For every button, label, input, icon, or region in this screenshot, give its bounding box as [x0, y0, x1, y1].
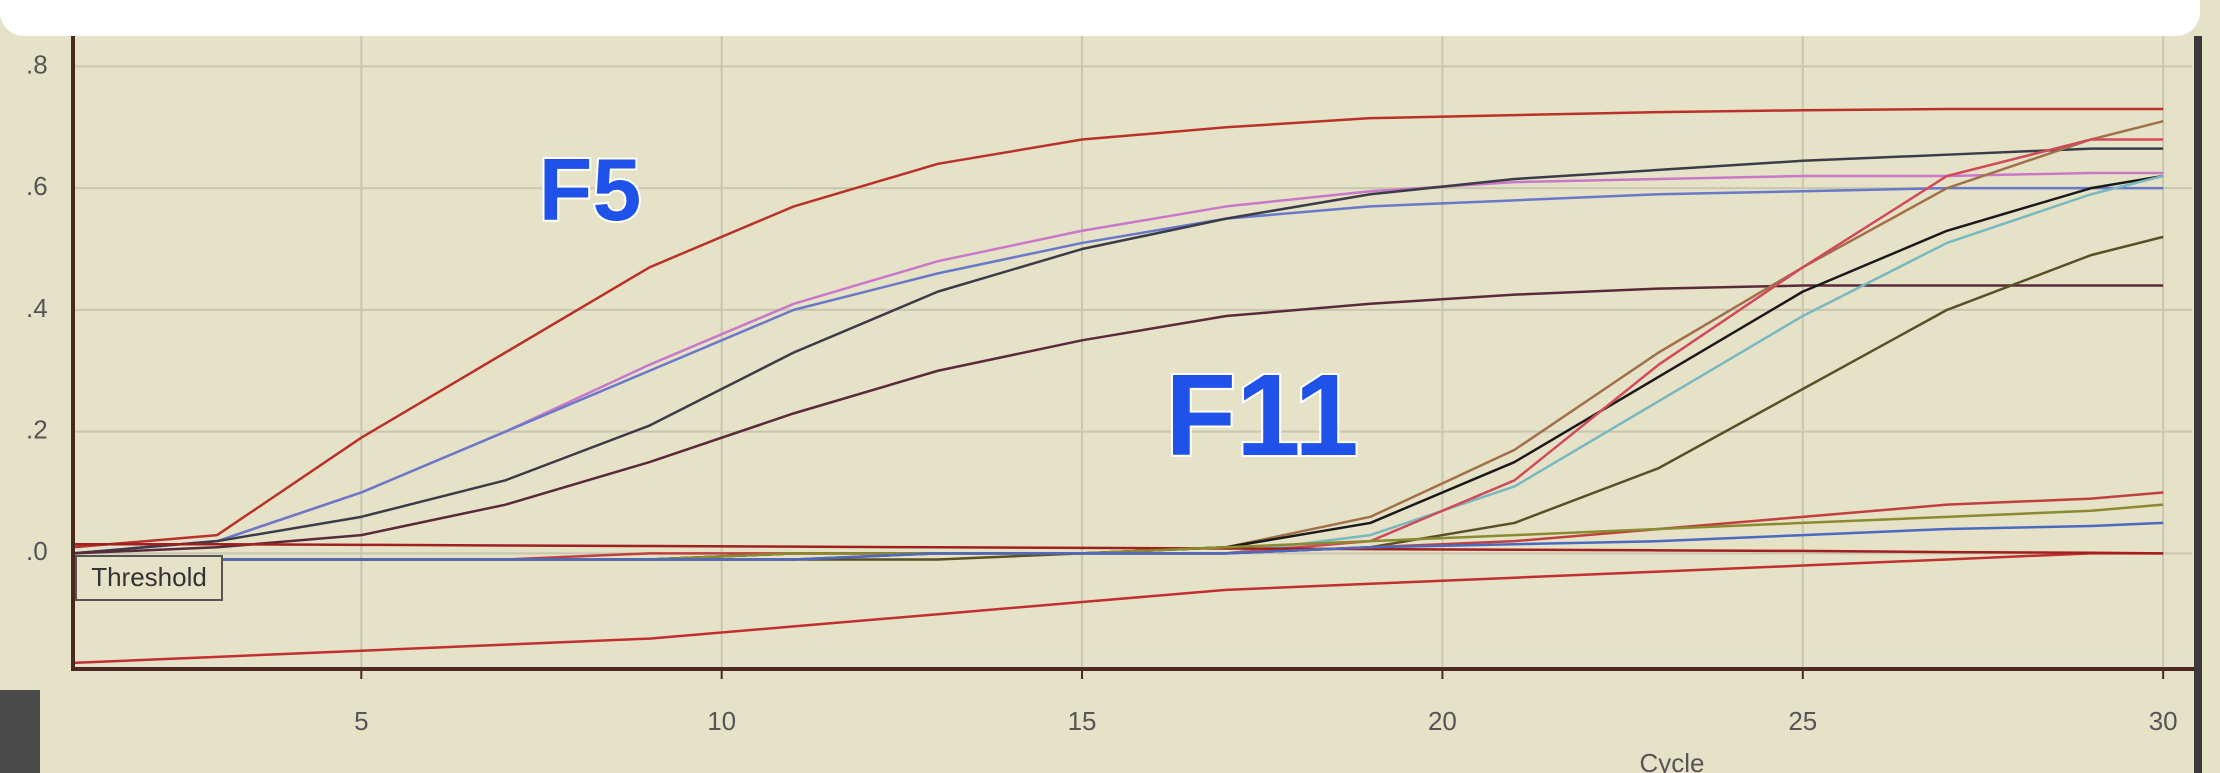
x-axis-label: Cycle — [1639, 748, 1704, 773]
y-tick-label: .8 — [26, 49, 48, 79]
chart: .8 .6 .4 .2 .0 5 10 15 20 25 30 Cycle F5 F11 Thres… — [0, 0, 2220, 773]
threshold-label: Threshold — [91, 562, 207, 592]
top-banner — [0, 0, 2200, 36]
x-tick-label: 5 — [354, 706, 368, 736]
x-tick-label: 15 — [1068, 706, 1097, 736]
x-tick-label: 25 — [1788, 706, 1817, 736]
screen-edge — [0, 690, 40, 773]
plot-background — [0, 0, 2220, 773]
x-tick-label: 30 — [2149, 706, 2178, 736]
x-tick-label: 20 — [1428, 706, 1457, 736]
y-tick-label: .4 — [26, 293, 48, 323]
y-tick-label: .2 — [26, 415, 48, 445]
y-tick-label: .0 — [26, 536, 48, 566]
y-tick-label: .6 — [26, 171, 48, 201]
annotation: F5 — [539, 140, 642, 239]
annotation: F11 — [1165, 350, 1358, 480]
x-tick-label: 10 — [707, 706, 736, 736]
